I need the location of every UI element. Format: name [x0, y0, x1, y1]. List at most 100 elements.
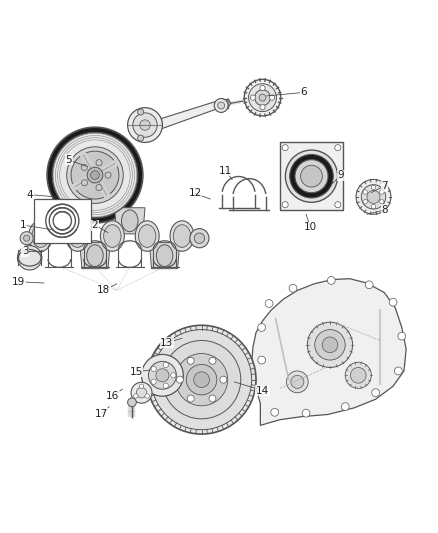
Circle shape: [131, 382, 152, 403]
Circle shape: [365, 281, 373, 289]
Circle shape: [345, 362, 371, 389]
Circle shape: [249, 84, 276, 111]
Circle shape: [87, 167, 103, 183]
Ellipse shape: [32, 225, 49, 247]
Text: 5: 5: [66, 155, 72, 165]
Ellipse shape: [87, 245, 103, 266]
Circle shape: [91, 171, 99, 180]
Text: 6: 6: [300, 87, 307, 98]
Circle shape: [222, 100, 229, 107]
Circle shape: [300, 165, 322, 187]
Circle shape: [162, 341, 241, 419]
Text: 11: 11: [219, 166, 232, 176]
Circle shape: [282, 201, 288, 208]
Circle shape: [372, 389, 380, 397]
Ellipse shape: [100, 221, 124, 251]
Circle shape: [148, 328, 242, 422]
Circle shape: [367, 190, 380, 204]
Text: 8: 8: [381, 205, 388, 215]
Text: 15: 15: [130, 367, 143, 377]
Ellipse shape: [121, 210, 138, 232]
Circle shape: [209, 395, 216, 402]
Circle shape: [164, 356, 173, 365]
Circle shape: [371, 204, 376, 208]
Polygon shape: [80, 243, 110, 269]
Circle shape: [141, 354, 184, 396]
Circle shape: [138, 109, 144, 115]
Circle shape: [163, 362, 168, 368]
Text: 7: 7: [381, 181, 388, 191]
Polygon shape: [115, 208, 145, 234]
Ellipse shape: [173, 225, 191, 247]
Circle shape: [18, 246, 42, 270]
Circle shape: [335, 144, 341, 151]
Polygon shape: [149, 243, 180, 269]
Text: 1: 1: [20, 220, 26, 230]
Circle shape: [187, 357, 194, 364]
Circle shape: [282, 144, 288, 151]
Ellipse shape: [135, 221, 159, 251]
Circle shape: [194, 233, 205, 244]
Circle shape: [361, 184, 386, 209]
Circle shape: [151, 366, 156, 372]
Circle shape: [217, 386, 226, 395]
Circle shape: [151, 379, 156, 384]
Circle shape: [96, 160, 102, 166]
Text: 17: 17: [95, 409, 108, 418]
Text: 14: 14: [256, 385, 269, 395]
Text: 4: 4: [26, 190, 33, 200]
Circle shape: [52, 133, 138, 218]
Text: 10: 10: [304, 222, 317, 232]
Circle shape: [258, 386, 265, 394]
Circle shape: [389, 298, 397, 306]
Text: 19: 19: [12, 277, 25, 287]
Circle shape: [140, 120, 150, 130]
Text: 9: 9: [338, 170, 344, 180]
Circle shape: [187, 395, 194, 402]
Text: 2: 2: [92, 220, 98, 230]
Circle shape: [327, 277, 335, 284]
Polygon shape: [44, 208, 74, 234]
Ellipse shape: [66, 221, 89, 251]
Circle shape: [322, 337, 338, 353]
Circle shape: [218, 102, 225, 109]
Circle shape: [194, 372, 209, 387]
Circle shape: [152, 329, 252, 430]
Circle shape: [251, 95, 255, 100]
Circle shape: [133, 113, 157, 137]
Ellipse shape: [28, 221, 53, 251]
Circle shape: [260, 104, 265, 110]
Circle shape: [244, 79, 281, 116]
Circle shape: [217, 356, 226, 365]
Circle shape: [127, 398, 136, 407]
Circle shape: [127, 108, 162, 142]
Circle shape: [350, 367, 366, 383]
Circle shape: [156, 369, 169, 382]
Circle shape: [209, 357, 216, 364]
Circle shape: [139, 384, 144, 389]
Text: 16: 16: [106, 391, 119, 401]
FancyBboxPatch shape: [34, 199, 91, 243]
Circle shape: [290, 155, 333, 198]
Polygon shape: [28, 232, 42, 245]
Circle shape: [265, 300, 273, 308]
Circle shape: [363, 190, 367, 194]
Circle shape: [307, 322, 353, 367]
Circle shape: [380, 190, 384, 194]
Circle shape: [295, 160, 328, 193]
Circle shape: [220, 376, 227, 383]
Circle shape: [171, 373, 176, 378]
Circle shape: [291, 375, 304, 389]
Circle shape: [214, 99, 228, 112]
Circle shape: [145, 394, 149, 398]
Circle shape: [148, 361, 177, 389]
Circle shape: [136, 387, 147, 398]
Circle shape: [147, 325, 256, 434]
Text: 12: 12: [188, 188, 201, 198]
Circle shape: [315, 329, 345, 360]
Text: 3: 3: [22, 246, 28, 256]
Circle shape: [96, 184, 102, 191]
Circle shape: [138, 135, 144, 141]
Circle shape: [164, 386, 173, 395]
Circle shape: [286, 371, 308, 393]
